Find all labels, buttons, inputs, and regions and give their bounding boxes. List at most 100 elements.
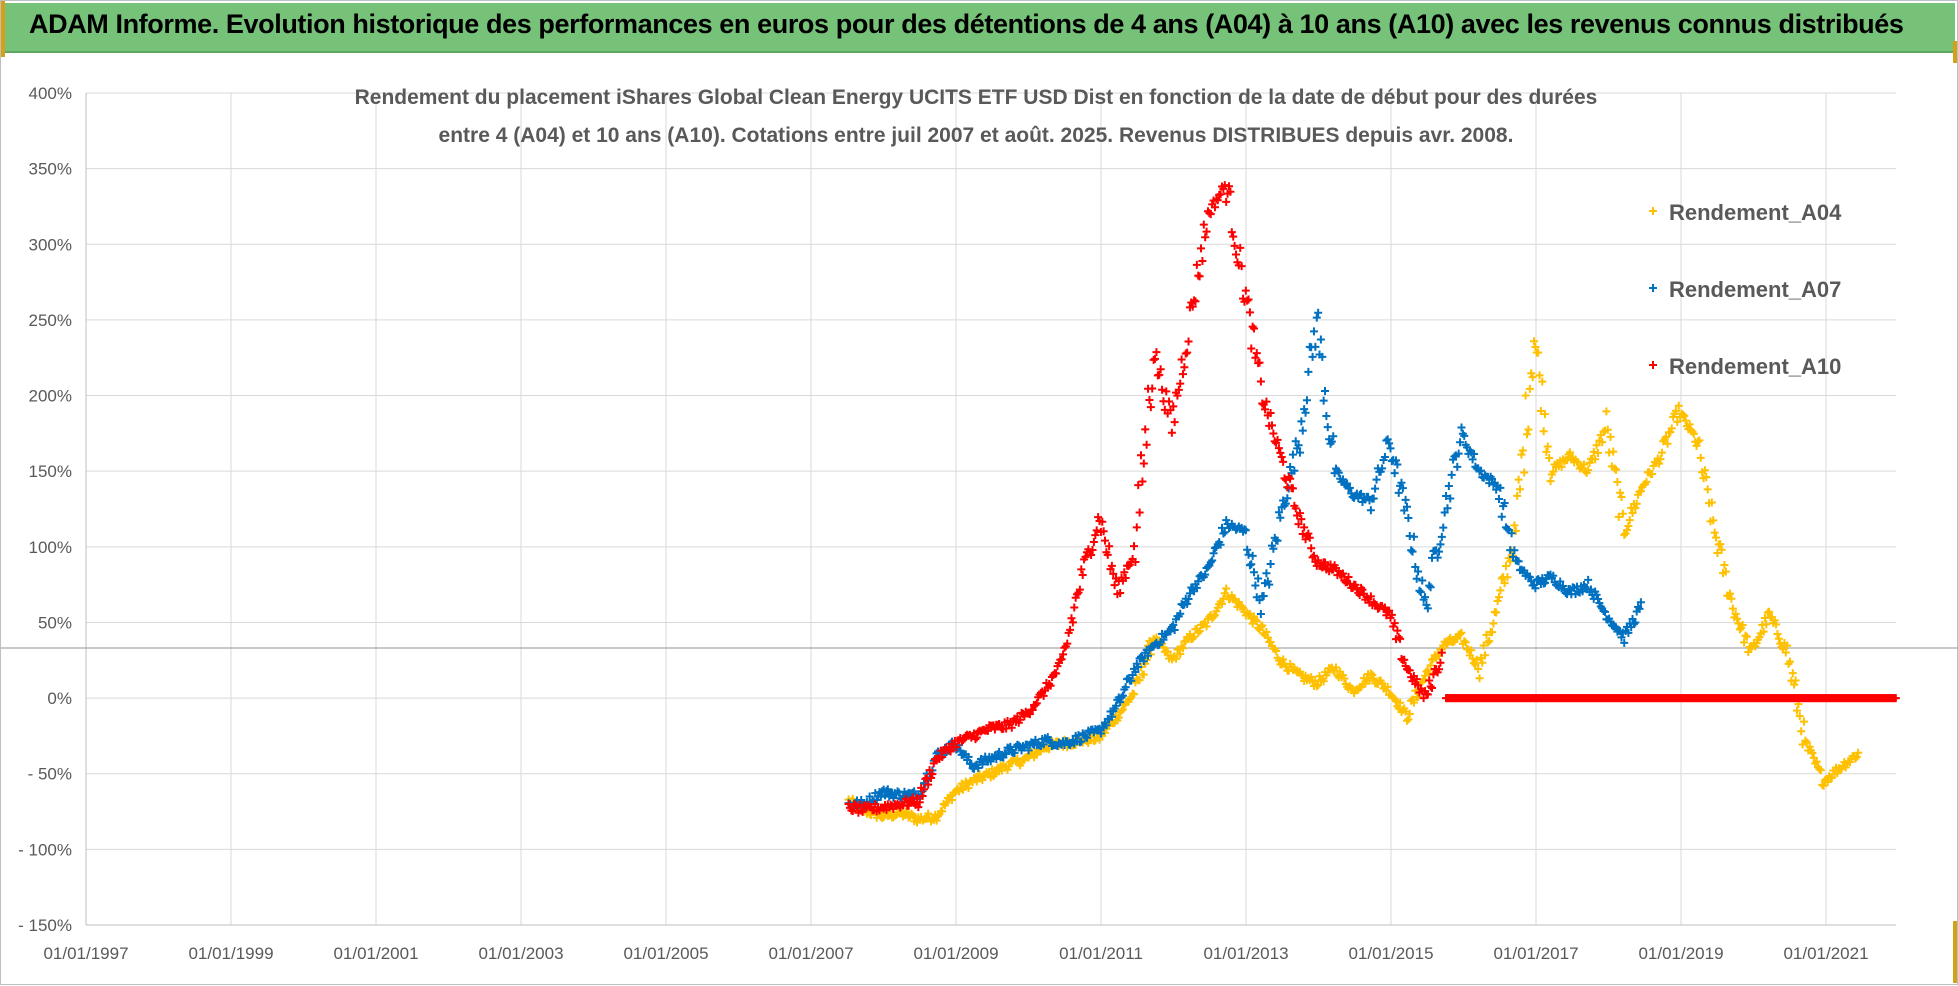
data-point (1369, 494, 1378, 503)
data-point (1405, 709, 1414, 718)
data-point (988, 765, 997, 774)
data-point (1383, 435, 1392, 444)
data-point (1266, 638, 1275, 647)
data-point (1852, 752, 1861, 761)
header-bar: ADAM Informe. Evolution historique des p… (5, 3, 1955, 53)
data-point (1130, 690, 1139, 699)
data-point (1118, 705, 1127, 714)
data-point (1402, 502, 1411, 511)
data-point (1195, 627, 1204, 636)
data-point (1259, 591, 1268, 600)
data-point (1177, 355, 1186, 364)
legend-marker (1649, 207, 1657, 215)
data-point (1151, 354, 1160, 363)
data-point (1305, 533, 1314, 542)
data-point (1610, 464, 1619, 473)
data-point (1446, 494, 1455, 503)
data-point (1387, 610, 1396, 619)
x-tick-label: 01/01/2021 (1783, 944, 1868, 963)
data-point (899, 812, 908, 821)
data-point (1762, 620, 1771, 629)
data-point (1078, 571, 1087, 580)
data-point (1614, 512, 1623, 521)
data-point (1598, 438, 1607, 447)
data-point (1039, 691, 1048, 700)
data-point (1437, 532, 1446, 541)
data-point (1141, 425, 1150, 434)
data-point (1291, 504, 1300, 513)
data-point (1808, 749, 1817, 758)
data-point (1063, 639, 1072, 648)
data-point (1251, 581, 1260, 590)
data-point (1693, 437, 1702, 446)
data-point (1227, 228, 1236, 237)
data-point (1734, 619, 1743, 628)
data-point (1163, 647, 1172, 656)
data-point (1262, 628, 1271, 637)
data-point (1414, 692, 1423, 701)
data-point (1202, 622, 1211, 631)
data-point (948, 795, 957, 804)
data-point (1318, 352, 1327, 361)
data-point (1457, 628, 1466, 637)
data-point (1227, 591, 1236, 600)
data-point (959, 736, 968, 745)
data-point (1609, 447, 1618, 456)
data-point (974, 763, 983, 772)
data-point (1507, 529, 1516, 538)
chart-title-line: entre 4 (A04) et 10 ans (A10). Cotations… (439, 124, 1514, 147)
data-point (926, 773, 935, 782)
data-point (1237, 602, 1246, 611)
data-point (1241, 526, 1250, 535)
data-point (1340, 674, 1349, 683)
data-point (946, 747, 955, 756)
data-point (1304, 367, 1313, 376)
data-point (1101, 536, 1110, 545)
data-point (924, 780, 933, 789)
data-point (1361, 679, 1370, 688)
data-point (1770, 616, 1779, 625)
data-point (1385, 606, 1394, 615)
data-point (1209, 612, 1218, 621)
data-point (1180, 363, 1189, 372)
y-tick-label: 400% (29, 84, 72, 103)
data-point (1428, 684, 1437, 693)
data-point (1173, 391, 1182, 400)
data-point (1631, 618, 1640, 627)
data-point (1788, 669, 1797, 678)
data-point (1318, 563, 1327, 572)
data-point (1396, 634, 1405, 643)
data-point (1396, 698, 1405, 707)
data-point (1854, 748, 1863, 757)
data-point (1707, 498, 1716, 507)
data-point (1269, 429, 1278, 438)
legend-marker (1649, 361, 1657, 369)
data-point (1309, 551, 1318, 560)
data-point (1394, 633, 1403, 642)
data-point (1239, 603, 1248, 612)
data-point (1447, 470, 1456, 479)
data-point (1201, 570, 1210, 579)
data-point (1482, 630, 1491, 639)
data-point (1765, 607, 1774, 616)
data-point (1667, 424, 1676, 433)
data-point (1139, 459, 1148, 468)
data-point (1338, 569, 1347, 578)
data-point (1107, 712, 1116, 721)
data-point (938, 807, 947, 816)
data-point (1327, 437, 1336, 446)
data-point (1496, 586, 1505, 595)
data-point (1425, 581, 1434, 590)
data-point (1229, 232, 1238, 241)
data-point (1355, 590, 1364, 599)
data-point (1116, 589, 1125, 598)
data-point (1797, 727, 1806, 736)
data-point (1453, 462, 1462, 471)
data-point (1116, 698, 1125, 707)
data-point (1114, 713, 1123, 722)
data-point (1628, 509, 1637, 518)
data-point (1735, 625, 1744, 634)
data-point (1283, 494, 1292, 503)
